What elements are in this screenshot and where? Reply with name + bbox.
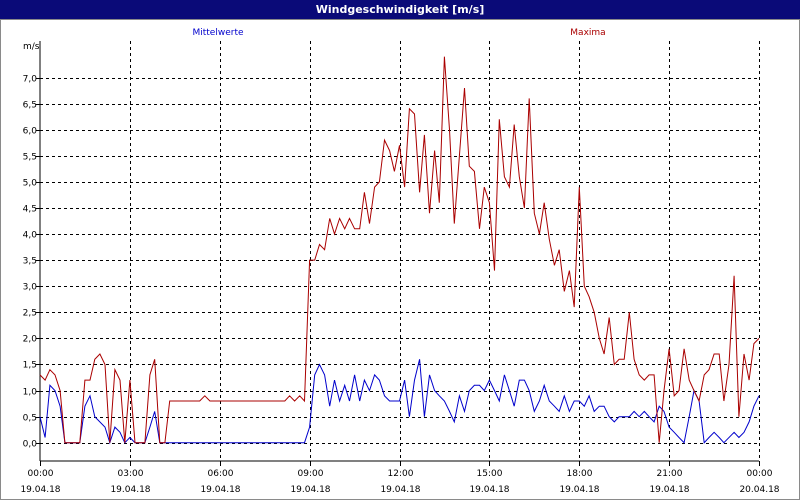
x-tick-date-label: 19.04.18 bbox=[110, 485, 150, 495]
x-tick-date-label: 20.04.18 bbox=[739, 485, 779, 495]
x-tick-time-label: 12:00 bbox=[388, 469, 414, 479]
x-tick-date-label: 19.04.18 bbox=[469, 485, 509, 495]
wind-speed-chart: 0,0 0,5 1,0 1,5 2,0 2,5 3,0 3,5 4,0 4,5 5,0 5,5 6,0 6… bbox=[20, 28, 780, 495]
y-tick-label: 6,5 bbox=[23, 101, 37, 111]
x-tick-time-label: 00:00 bbox=[28, 469, 54, 479]
x-tick-time-label: 15:00 bbox=[477, 469, 503, 479]
y-tick-label: 4,5 bbox=[23, 205, 37, 215]
x-tick-date-label: 19.04.18 bbox=[559, 485, 599, 495]
y-tick-label: 7,0 bbox=[23, 75, 38, 85]
x-tick-time-label: 06:00 bbox=[208, 469, 234, 479]
x-tick-date-label: 19.04.18 bbox=[380, 485, 420, 495]
legend: Mittelwerte Maxima bbox=[192, 28, 605, 38]
y-tick-label: 2,5 bbox=[23, 309, 37, 319]
x-ticks: 00:00 19.04.18 03:00 19.04.18 06:00 19.04.18 0… bbox=[20, 461, 780, 495]
series-line-maxima bbox=[39, 56, 760, 444]
x-tick-time-label: 03:00 bbox=[118, 469, 144, 479]
y-tick-label: 0,5 bbox=[23, 414, 37, 424]
x-tick-time-label: 21:00 bbox=[657, 469, 683, 479]
y-ticks: 0,0 0,5 1,0 1,5 2,0 2,5 3,0 3,5 4,0 4,5 5,0 5,5 6,0 6… bbox=[23, 75, 40, 450]
x-tick-date-label: 19.04.18 bbox=[200, 485, 240, 495]
x-tick-time-label: 09:00 bbox=[298, 469, 324, 479]
y-tick-label: 6,0 bbox=[23, 127, 38, 137]
series-line-mittelwerte bbox=[39, 359, 760, 445]
y-tick-label: 3,5 bbox=[23, 257, 37, 267]
y-tick-label: 2,0 bbox=[23, 335, 38, 345]
x-tick-date-label: 19.04.18 bbox=[20, 485, 60, 495]
x-tick-date-label: 19.04.18 bbox=[649, 485, 689, 495]
x-tick-date-label: 19.04.18 bbox=[290, 485, 330, 495]
y-tick-label: 5,0 bbox=[23, 179, 38, 189]
y-tick-label: 4,0 bbox=[23, 231, 38, 241]
y-tick-label: 1,0 bbox=[23, 388, 38, 398]
x-tick-time-label: 00:00 bbox=[747, 469, 773, 479]
series bbox=[39, 56, 760, 445]
y-tick-label: 3,0 bbox=[23, 283, 38, 293]
grid bbox=[40, 41, 760, 461]
y-tick-label: 1,5 bbox=[23, 361, 37, 371]
chart-window-title: Windgeschwindigkeit [m/s] bbox=[0, 0, 800, 19]
y-axis-unit-label: m/s bbox=[23, 42, 40, 52]
chart-frame: 0,0 0,5 1,0 1,5 2,0 2,5 3,0 3,5 4,0 4,5 5,0 5,5 6,0 6… bbox=[0, 19, 800, 500]
y-tick-label: 5,5 bbox=[23, 153, 37, 163]
y-tick-label: 0,0 bbox=[23, 440, 38, 450]
legend-series-maxima: Maxima bbox=[570, 28, 605, 38]
legend-series-mittelwerte: Mittelwerte bbox=[192, 28, 243, 38]
x-tick-time-label: 18:00 bbox=[567, 469, 593, 479]
